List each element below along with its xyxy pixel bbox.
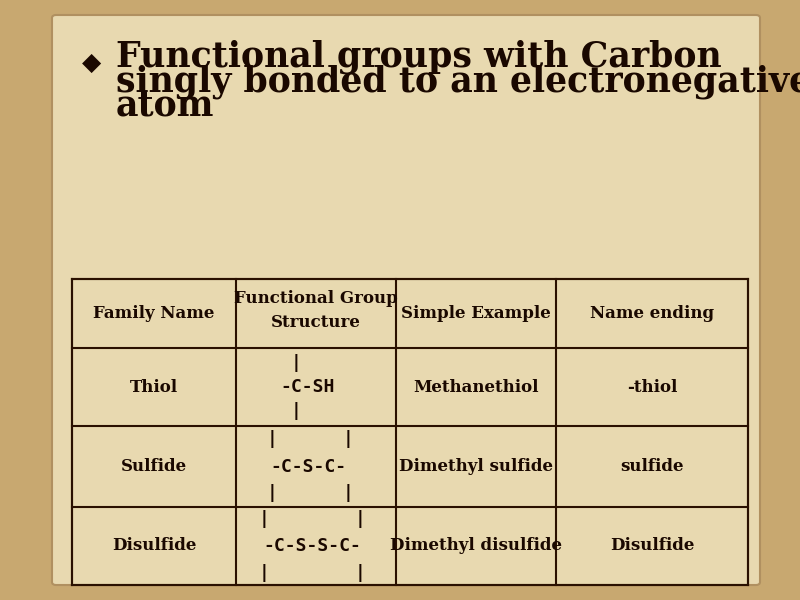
Text: |: | [354, 510, 366, 528]
Text: -C-SH: -C-SH [281, 378, 335, 396]
Text: Methanethiol: Methanethiol [414, 379, 538, 395]
Text: Structure: Structure [271, 314, 361, 331]
Text: |: | [258, 564, 270, 582]
Text: Sulfide: Sulfide [121, 458, 187, 475]
FancyBboxPatch shape [52, 15, 760, 585]
Text: -C-S-S-C-: -C-S-S-C- [263, 537, 361, 555]
Text: Disulfide: Disulfide [112, 538, 196, 554]
Text: Name ending: Name ending [590, 305, 714, 322]
Text: atom: atom [116, 90, 214, 124]
Text: singly bonded to an electronegative: singly bonded to an electronegative [116, 65, 800, 100]
Text: |: | [290, 354, 302, 372]
Text: Functional Group: Functional Group [234, 290, 398, 307]
Text: |: | [258, 510, 270, 528]
Text: |: | [342, 485, 354, 503]
Text: |: | [266, 485, 278, 503]
Text: -C-S-C-: -C-S-C- [270, 458, 346, 475]
Text: Family Name: Family Name [94, 305, 214, 322]
Text: |: | [266, 431, 278, 449]
Text: |: | [354, 564, 366, 582]
Text: -thiol: -thiol [627, 379, 677, 395]
Text: |: | [290, 402, 302, 420]
Text: Dimethyl disulfide: Dimethyl disulfide [390, 538, 562, 554]
Text: |: | [342, 431, 354, 449]
Text: Functional groups with Carbon: Functional groups with Carbon [116, 40, 722, 74]
Text: Dimethyl sulfide: Dimethyl sulfide [399, 458, 553, 475]
Text: Disulfide: Disulfide [610, 538, 694, 554]
Text: Thiol: Thiol [130, 379, 178, 395]
Text: sulfide: sulfide [620, 458, 684, 475]
Text: ◆: ◆ [82, 51, 102, 75]
Bar [72, 279, 748, 585]
Text: Simple Example: Simple Example [401, 305, 551, 322]
